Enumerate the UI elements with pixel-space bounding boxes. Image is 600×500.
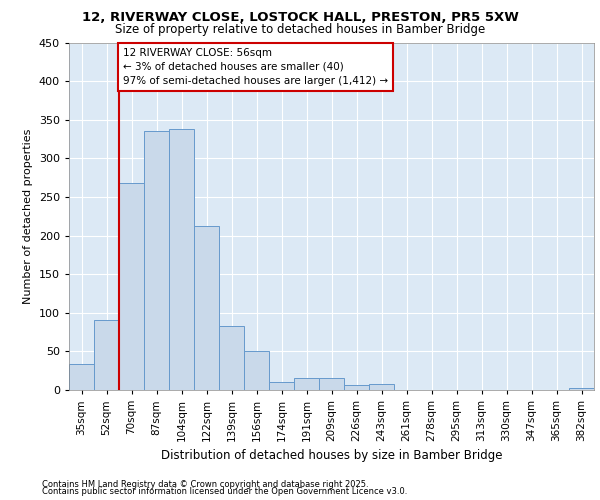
Text: Contains public sector information licensed under the Open Government Licence v3: Contains public sector information licen… <box>42 487 407 496</box>
Bar <box>119 183 144 390</box>
Bar <box>194 226 219 390</box>
Bar <box>94 320 119 390</box>
Text: 12, RIVERWAY CLOSE, LOSTOCK HALL, PRESTON, PR5 5XW: 12, RIVERWAY CLOSE, LOSTOCK HALL, PRESTO… <box>82 11 518 24</box>
Bar <box>344 386 369 390</box>
Text: Contains HM Land Registry data © Crown copyright and database right 2025.: Contains HM Land Registry data © Crown c… <box>42 480 368 489</box>
Bar <box>294 378 319 390</box>
Bar <box>269 382 294 390</box>
Bar <box>219 326 244 390</box>
Bar <box>244 350 269 390</box>
Bar <box>69 364 94 390</box>
X-axis label: Distribution of detached houses by size in Bamber Bridge: Distribution of detached houses by size … <box>161 450 502 462</box>
Bar <box>569 388 594 390</box>
Bar <box>144 132 169 390</box>
Y-axis label: Number of detached properties: Number of detached properties <box>23 128 33 304</box>
Bar <box>369 384 394 390</box>
Text: Size of property relative to detached houses in Bamber Bridge: Size of property relative to detached ho… <box>115 22 485 36</box>
Bar <box>319 378 344 390</box>
Text: 12 RIVERWAY CLOSE: 56sqm
← 3% of detached houses are smaller (40)
97% of semi-de: 12 RIVERWAY CLOSE: 56sqm ← 3% of detache… <box>123 48 388 86</box>
Bar <box>169 129 194 390</box>
